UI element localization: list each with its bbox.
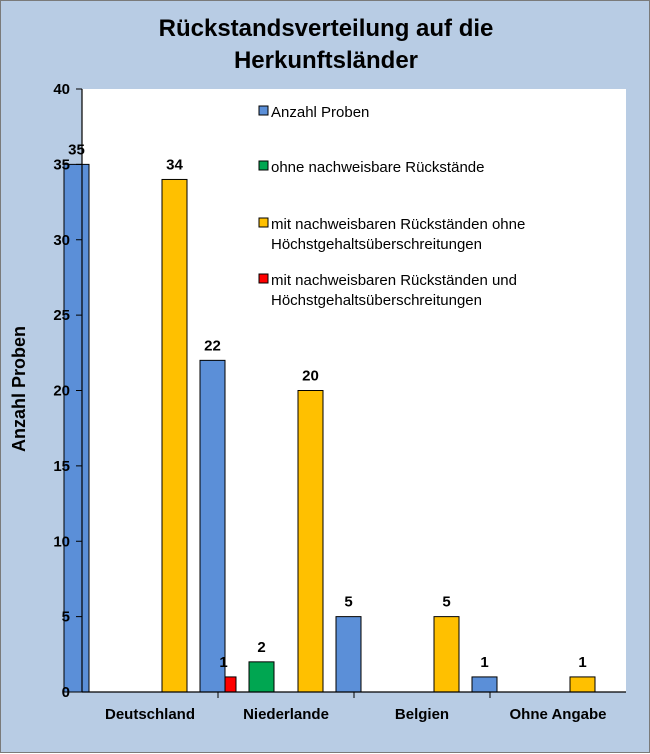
data-label: 1 [219,654,227,671]
legend-swatch [258,217,269,228]
data-label: 5 [344,594,352,611]
chart-title-line-1: Rückstandsverteilung auf die [159,15,494,42]
chart-title-line-2: Herkunftsländer [234,47,418,74]
y-tick-label: 15 [53,458,70,475]
bars-layer [63,163,596,693]
y-tick-label: 10 [53,533,70,550]
x-tick-label: Deutschland [105,706,195,723]
legend-swatch [258,105,269,116]
axis-layer: Deutschland Niederlande Belgien Ohne Angabe… [53,81,626,723]
data-label: 5 [442,594,450,611]
y-axis-label: Anzahl Proben [9,326,29,452]
legend-label: mit nachweisbaren Rückständen ohne [271,216,525,233]
legend-label: Höchstgehaltsüberschreitungen [271,236,482,253]
data-label: 1 [578,654,586,671]
bar [569,676,596,693]
legend-label: ohne nachweisbare Rückstände [271,159,484,176]
y-tick-label: 40 [53,81,70,98]
data-label: 22 [204,337,221,354]
data-label: 2 [257,639,265,656]
data-label: 1 [480,654,488,671]
legend: Anzahl Proben ohne nachweisbare Rückständ… [258,104,525,309]
y-tick-label: 20 [53,383,70,400]
data-label: 35 [68,141,85,158]
legend-label: Anzahl Proben [271,104,369,121]
bar [433,616,460,693]
y-tick-label: 0 [62,684,70,701]
data-label: 20 [302,368,319,385]
y-tick-label: 5 [62,609,70,626]
bar [471,676,498,693]
legend-swatch [258,160,269,171]
bar [63,163,90,693]
legend-label: Höchstgehaltsüberschreitungen [271,292,482,309]
data-label: 34 [166,156,183,173]
x-tick-label: Ohne Angabe [510,706,607,723]
y-tick-label: 30 [53,232,70,249]
legend-label: mit nachweisbaren Rückständen und [271,272,517,289]
bar [248,661,275,693]
legend-swatch [258,273,269,284]
bar [335,616,362,693]
y-tick-label: 25 [53,307,70,324]
bar [161,178,188,693]
x-tick-label: Niederlande [243,706,329,723]
bar [297,390,324,693]
bar [199,359,226,693]
y-tick-label: 35 [53,156,70,173]
x-tick-label: Belgien [395,706,449,723]
